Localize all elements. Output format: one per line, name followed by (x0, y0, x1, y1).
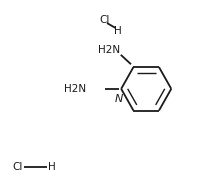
Text: H2N: H2N (64, 84, 86, 94)
Text: H2N: H2N (98, 45, 120, 55)
Text: Cl: Cl (12, 162, 22, 172)
Text: N: N (115, 94, 124, 104)
Text: H: H (48, 162, 56, 172)
Text: H: H (113, 26, 121, 36)
Text: Cl: Cl (99, 15, 109, 25)
